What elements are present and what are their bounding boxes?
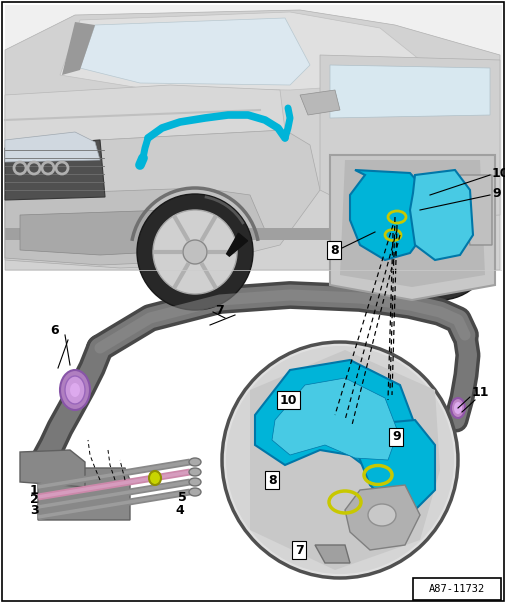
Polygon shape bbox=[226, 233, 247, 256]
Polygon shape bbox=[5, 85, 284, 145]
Polygon shape bbox=[80, 18, 310, 85]
Circle shape bbox=[401, 210, 477, 286]
Text: 1: 1 bbox=[30, 484, 39, 496]
Text: 10: 10 bbox=[279, 394, 297, 406]
Polygon shape bbox=[409, 170, 472, 260]
Polygon shape bbox=[319, 55, 499, 220]
Polygon shape bbox=[38, 468, 130, 520]
Polygon shape bbox=[344, 485, 419, 550]
Circle shape bbox=[153, 210, 236, 294]
Ellipse shape bbox=[65, 376, 85, 404]
Polygon shape bbox=[60, 12, 419, 90]
Text: 3: 3 bbox=[30, 504, 38, 517]
Circle shape bbox=[226, 346, 453, 574]
Polygon shape bbox=[20, 450, 85, 487]
Text: 11: 11 bbox=[471, 387, 488, 400]
Text: 4: 4 bbox=[175, 504, 183, 517]
Polygon shape bbox=[315, 545, 349, 563]
Polygon shape bbox=[255, 360, 414, 475]
Text: 7: 7 bbox=[294, 543, 303, 557]
Bar bbox=[3, 270, 502, 600]
Circle shape bbox=[183, 240, 207, 264]
Ellipse shape bbox=[450, 398, 464, 418]
Polygon shape bbox=[329, 155, 494, 300]
Ellipse shape bbox=[189, 458, 200, 466]
Text: 2: 2 bbox=[30, 493, 39, 507]
Polygon shape bbox=[5, 130, 319, 268]
Polygon shape bbox=[358, 420, 434, 510]
Polygon shape bbox=[339, 160, 484, 287]
Circle shape bbox=[429, 238, 449, 258]
Text: 8: 8 bbox=[268, 473, 276, 487]
Polygon shape bbox=[20, 210, 194, 255]
Ellipse shape bbox=[189, 468, 200, 476]
Polygon shape bbox=[299, 90, 339, 115]
Polygon shape bbox=[5, 132, 100, 162]
Polygon shape bbox=[272, 378, 397, 460]
Polygon shape bbox=[5, 140, 105, 200]
Polygon shape bbox=[5, 188, 265, 265]
Polygon shape bbox=[5, 10, 499, 270]
Polygon shape bbox=[249, 350, 439, 570]
Text: A87-11732: A87-11732 bbox=[428, 584, 484, 594]
Polygon shape bbox=[62, 22, 95, 75]
Ellipse shape bbox=[189, 478, 200, 486]
Polygon shape bbox=[459, 175, 491, 245]
Text: 7: 7 bbox=[215, 303, 223, 317]
Text: 8: 8 bbox=[329, 244, 338, 256]
Circle shape bbox=[222, 342, 457, 578]
Text: 10: 10 bbox=[491, 166, 505, 180]
Ellipse shape bbox=[367, 504, 395, 526]
Text: 6: 6 bbox=[50, 323, 59, 336]
Ellipse shape bbox=[60, 370, 90, 410]
Polygon shape bbox=[349, 170, 426, 260]
Ellipse shape bbox=[453, 402, 461, 414]
Ellipse shape bbox=[189, 488, 200, 496]
Polygon shape bbox=[329, 65, 489, 118]
Text: 5: 5 bbox=[178, 491, 186, 505]
Text: 9: 9 bbox=[391, 431, 400, 443]
Circle shape bbox=[137, 194, 252, 310]
Bar bbox=[5, 5, 501, 270]
Ellipse shape bbox=[70, 383, 80, 397]
Text: 9: 9 bbox=[491, 186, 499, 200]
Circle shape bbox=[387, 196, 491, 300]
Bar bbox=[5, 228, 494, 240]
FancyBboxPatch shape bbox=[412, 578, 500, 600]
Ellipse shape bbox=[148, 471, 161, 485]
